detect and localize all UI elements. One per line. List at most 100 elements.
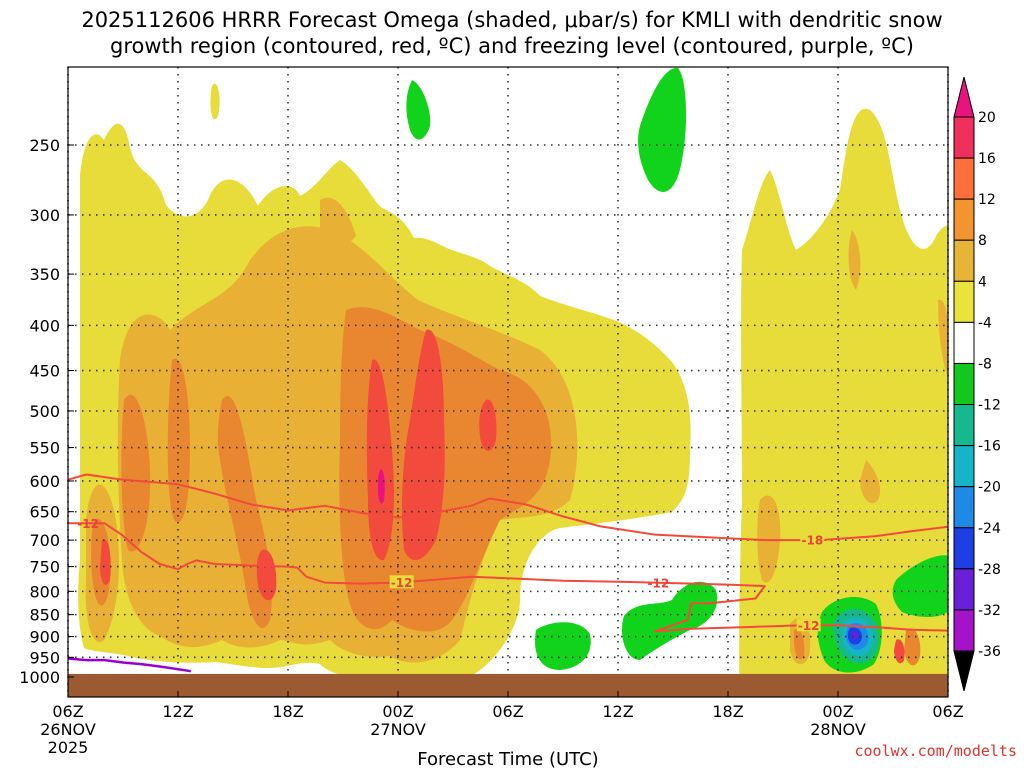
contour-freezing-level [67,657,191,673]
colorbar-label: -20 [978,480,1001,496]
colorbar-swatch [953,527,975,570]
y-tick-label: 500 [29,402,60,421]
contour-label: -12 [647,577,669,591]
omega-orange-west-2 [121,394,151,552]
y-tick-label: 1000 [19,668,60,687]
colorbar-swatch [953,157,975,200]
colorbar-swatch [953,486,975,529]
contour-label-bg [796,618,821,632]
omega-red-blob-3 [100,539,111,585]
colorbar-label: 16 [978,151,996,167]
y-tick-label: 950 [29,648,60,667]
contour-dgz-upper-bound [67,473,949,542]
y-tick-label: 450 [29,362,60,381]
colorbar-label: -16 [978,439,1001,455]
colorbar-label: 20 [978,110,996,126]
x-tick-label: 18Z [272,702,303,721]
y-tick-label: 750 [29,558,60,577]
colorbar-label: -28 [978,562,1001,578]
y-tick-label: 350 [29,265,60,284]
omega-light-orange-east-2 [860,460,881,504]
y-tick-label: 550 [29,439,60,458]
omega-yellow-region-east [739,108,948,697]
x-tick-label: 06Z [492,702,523,721]
omega-green-3 [535,622,591,670]
omega-purple [852,631,858,639]
x-tick-label: 00Z [382,702,413,721]
contour-label: -12 [77,517,99,531]
omega-red-core-west [366,359,394,561]
y-tick-label: 650 [29,503,60,522]
contour-label-bg [389,575,414,589]
colorbar-min-arrow [953,650,975,692]
colorbar-label: -8 [978,356,992,372]
colorbar-swatch [953,445,975,488]
x-tick-date: 27NOV [370,720,426,739]
x-tick-label: 18Z [712,702,743,721]
contour-label: -12 [798,619,820,633]
colorbar-label: -24 [978,521,1001,537]
credit-link[interactable]: coolwx.com/modelts [854,742,1017,760]
omega-yellow-blob-small [210,83,220,120]
x-tick-label: 00Z [822,702,853,721]
colorbar-swatch [953,609,975,652]
colorbar-swatch [953,362,975,406]
omega-yellow-region-central [633,439,671,493]
colorbar: 20 16 12 8 4 -4 -8 -12 -16 -20 -24 -28 -32 -36 [953,76,1001,692]
colorbar-swatch [953,404,975,447]
x-tick-date: 28NOV [810,720,866,739]
colorbar-label: -36 [978,644,1001,660]
omega-shading [78,67,948,697]
colorbar-swatch [953,116,975,159]
y-tick-label: 250 [29,136,60,155]
x-tick-date: 26NOV [40,720,96,739]
x-tick-label: 12Z [602,702,633,721]
chart-title-line1: 2025112606 HRRR Forecast Omega (shaded, … [81,8,942,32]
omega-light-orange-upper [320,197,356,245]
colorbar-label: -4 [978,315,992,331]
omega-light-orange-east-3 [848,230,861,290]
omega-orange-east [904,628,921,666]
omega-red-blob-2 [256,549,277,601]
y-tick-label: 400 [29,316,60,335]
x-tick-label: 06Z [52,702,83,721]
x-tick-label: 12Z [162,702,193,721]
colorbar-label: 8 [978,233,987,249]
omega-red-core-east [402,329,445,561]
colorbar-swatch [953,280,975,323]
colorbar-swatch [953,321,975,364]
omega-green-1 [406,80,431,140]
colorbar-swatch [953,198,975,241]
omega-green-2 [638,67,687,192]
colorbar-swatch [953,568,975,611]
colorbar-max-arrow [953,76,975,118]
y-tick-label: 600 [29,472,60,491]
contours-layer: -18 -12 -12 -12 -12 [67,473,949,673]
contour-label: -12 [391,576,413,590]
x-tick-year: 2025 [48,738,89,757]
y-tick-label: 700 [29,531,60,550]
colorbar-swatch [953,239,975,282]
omega-orange-core [339,307,552,632]
colorbar-label: -12 [978,398,1001,414]
omega-green-4 [621,581,718,660]
contour-dgz-lower-bound [68,522,949,633]
colorbar-label: 12 [978,192,996,208]
x-axis-label: Forecast Time (UTC) [417,749,598,768]
colorbar-label: -32 [978,603,1001,619]
omega-light-orange-east-4 [938,299,948,377]
y-tick-label: 900 [29,628,60,647]
contour-label-bg [800,533,825,547]
omega-green-6 [892,555,948,617]
omega-magenta-max [378,469,385,504]
y-tick-label: 300 [29,206,60,225]
x-tick-label: 06Z [932,702,963,721]
chart-title-line2: growth region (contoured, red, ºC) and f… [110,34,914,58]
omega-light-orange-east-1 [757,495,781,583]
y-tick-label: 800 [29,582,60,601]
omega-red-blob-1 [479,399,497,451]
contour-label: -18 [801,534,823,548]
y-tick-label: 850 [29,606,60,625]
